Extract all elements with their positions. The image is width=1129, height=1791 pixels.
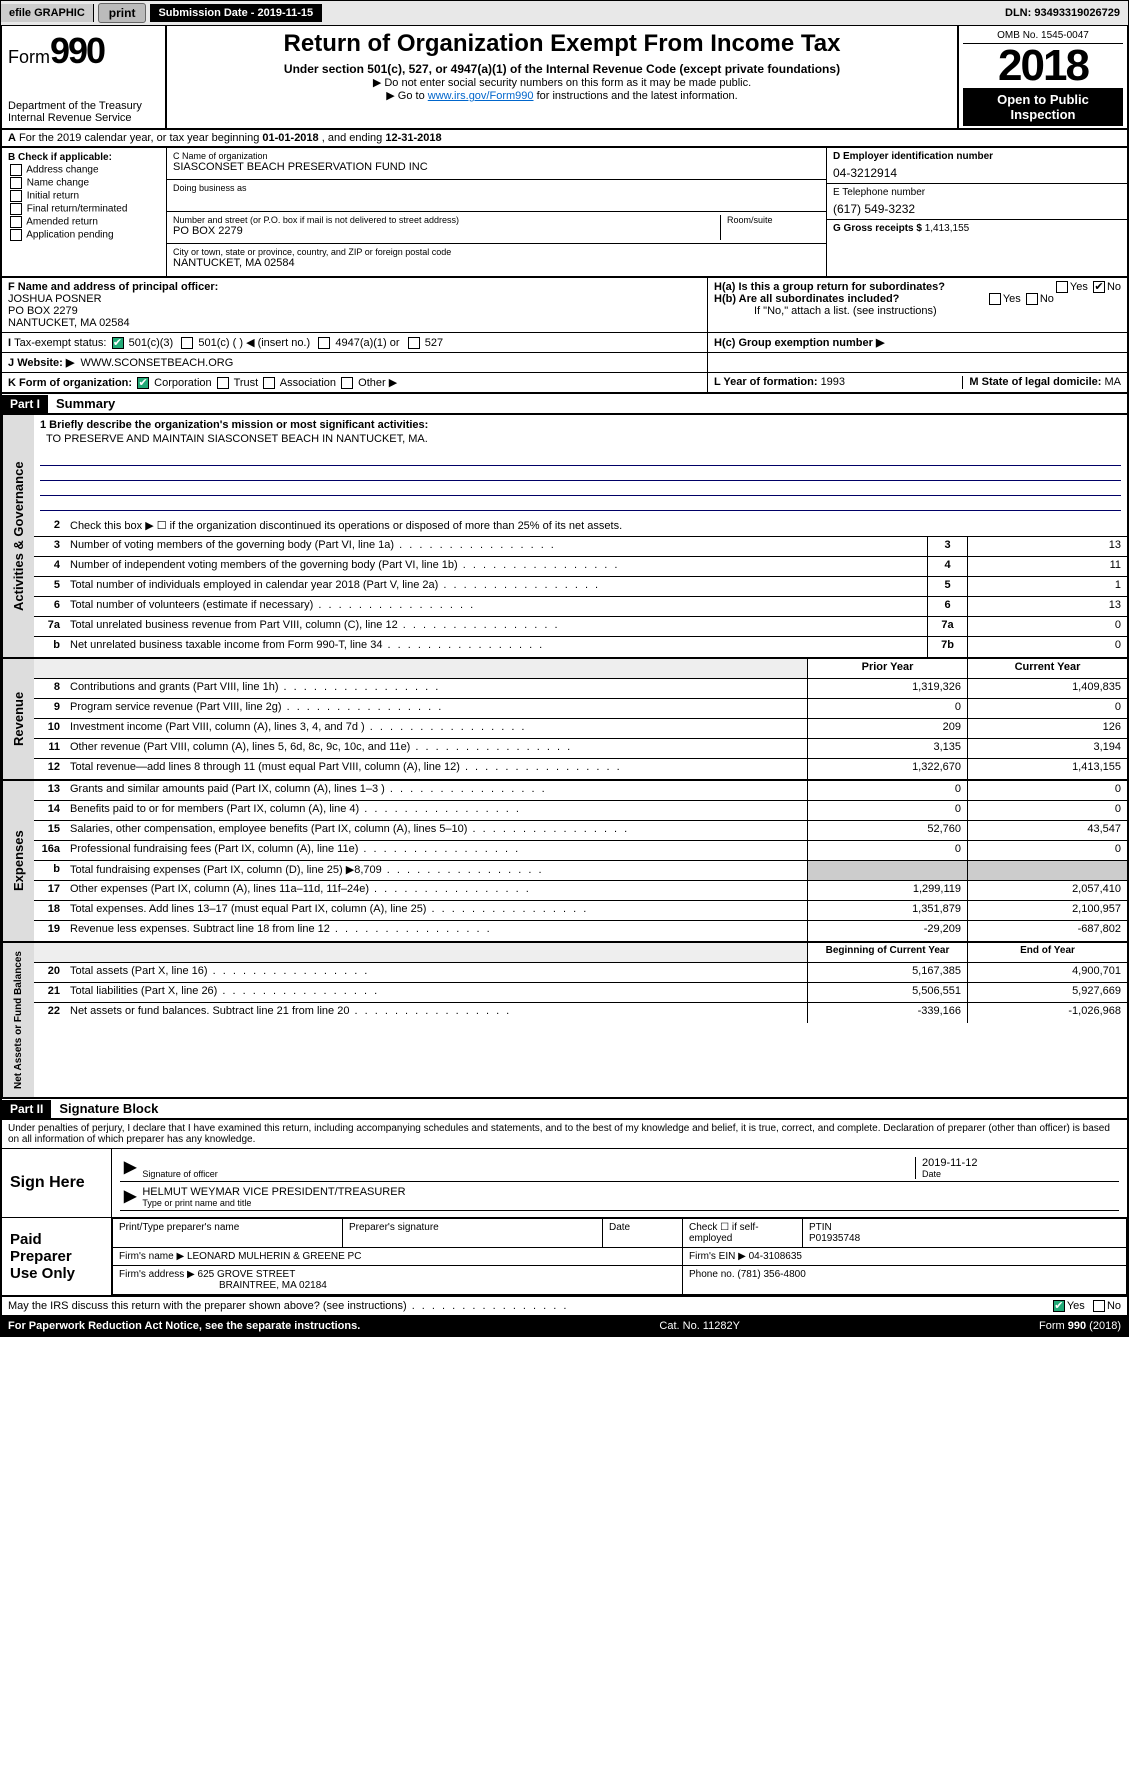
table-row: 10Investment income (Part VIII, column (… bbox=[34, 719, 1127, 739]
table-row: 12Total revenue—add lines 8 through 11 (… bbox=[34, 759, 1127, 779]
table-row: bNet unrelated business taxable income f… bbox=[34, 637, 1127, 657]
table-row: 16aProfessional fundraising fees (Part I… bbox=[34, 841, 1127, 861]
table-row: 8Contributions and grants (Part VIII, li… bbox=[34, 679, 1127, 699]
instructions-link[interactable]: www.irs.gov/Form990 bbox=[428, 90, 534, 102]
table-row: 18Total expenses. Add lines 13–17 (must … bbox=[34, 901, 1127, 921]
signature-block: Sign Here ▶ Signature of officer 2019-11… bbox=[0, 1149, 1129, 1297]
chk-final[interactable] bbox=[10, 203, 22, 215]
form-id-block: Form990 Department of the Treasury Inter… bbox=[2, 26, 167, 128]
table-row: 7aTotal unrelated business revenue from … bbox=[34, 617, 1127, 637]
table-row: 14Benefits paid to or for members (Part … bbox=[34, 801, 1127, 821]
chk-address[interactable] bbox=[10, 164, 22, 176]
table-row: 17Other expenses (Part IX, column (A), l… bbox=[34, 881, 1127, 901]
dln: DLN: 93493319026729 bbox=[997, 4, 1128, 22]
year-block: OMB No. 1545-0047 2018 Open to Public In… bbox=[957, 26, 1127, 128]
table-row: 15Salaries, other compensation, employee… bbox=[34, 821, 1127, 841]
chk-amended[interactable] bbox=[10, 216, 22, 228]
table-row: 9Program service revenue (Part VIII, lin… bbox=[34, 699, 1127, 719]
footer: For Paperwork Reduction Act Notice, see … bbox=[0, 1317, 1129, 1337]
part2-header: Part II Signature Block bbox=[0, 1099, 1129, 1120]
table-row: 13Grants and similar amounts paid (Part … bbox=[34, 781, 1127, 801]
ein-phone-col: D Employer identification number 04-3212… bbox=[827, 148, 1127, 276]
chk-501c3[interactable] bbox=[112, 337, 124, 349]
efile-label: efile GRAPHIC bbox=[1, 4, 94, 22]
chk-name[interactable] bbox=[10, 177, 22, 189]
top-toolbar: efile GRAPHIC print Submission Date - 20… bbox=[0, 0, 1129, 26]
form-title-block: Return of Organization Exempt From Incom… bbox=[167, 26, 957, 128]
form-ref: Form 990 (2018) bbox=[1039, 1320, 1121, 1332]
table-row: bTotal fundraising expenses (Part IX, co… bbox=[34, 861, 1127, 881]
table-row: 3Number of voting members of the governi… bbox=[34, 537, 1127, 557]
section-revenue: Revenue Prior Year Current Year 8Contrib… bbox=[0, 659, 1129, 781]
form-header: Form990 Department of the Treasury Inter… bbox=[0, 26, 1129, 130]
org-info-block: B Check if applicable: Address change Na… bbox=[0, 148, 1129, 278]
table-row: 21Total liabilities (Part X, line 26)5,5… bbox=[34, 983, 1127, 1003]
section-governance: Activities & Governance 1 Briefly descri… bbox=[0, 415, 1129, 659]
table-row: 22Net assets or fund balances. Subtract … bbox=[34, 1003, 1127, 1023]
table-row: 2Check this box ▶ ☐ if the organization … bbox=[34, 517, 1127, 537]
print-button[interactable]: print bbox=[98, 3, 147, 23]
section-net-assets: Net Assets or Fund Balances Beginning of… bbox=[0, 943, 1129, 1099]
preparer-table: Print/Type preparer's name Preparer's si… bbox=[112, 1218, 1127, 1295]
table-row: 20Total assets (Part X, line 16)5,167,38… bbox=[34, 963, 1127, 983]
chk-discuss-yes[interactable] bbox=[1053, 1300, 1065, 1312]
table-row: 4Number of independent voting members of… bbox=[34, 557, 1127, 577]
checkboxes-col: B Check if applicable: Address change Na… bbox=[2, 148, 167, 276]
table-row: 6Total number of volunteers (estimate if… bbox=[34, 597, 1127, 617]
form-title: Return of Organization Exempt From Incom… bbox=[175, 30, 949, 58]
chk-initial[interactable] bbox=[10, 190, 22, 202]
section-expenses: Expenses 13Grants and similar amounts pa… bbox=[0, 781, 1129, 943]
discuss-row: May the IRS discuss this return with the… bbox=[0, 1297, 1129, 1317]
table-row: 19Revenue less expenses. Subtract line 1… bbox=[34, 921, 1127, 941]
tax-year-row: A For the 2019 calendar year, or tax yea… bbox=[0, 130, 1129, 148]
table-row: 5Total number of individuals employed in… bbox=[34, 577, 1127, 597]
part1-header: Part I Summary bbox=[0, 394, 1129, 415]
officer-status-block: F Name and address of principal officer:… bbox=[0, 278, 1129, 394]
submission-date: Submission Date - 2019-11-15 bbox=[150, 4, 322, 22]
name-address-col: C Name of organization SIASCONSET BEACH … bbox=[167, 148, 827, 276]
chk-pending[interactable] bbox=[10, 229, 22, 241]
perjury-statement: Under penalties of perjury, I declare th… bbox=[0, 1120, 1129, 1149]
chk-discuss-no[interactable] bbox=[1093, 1300, 1105, 1312]
table-row: 11Other revenue (Part VIII, column (A), … bbox=[34, 739, 1127, 759]
